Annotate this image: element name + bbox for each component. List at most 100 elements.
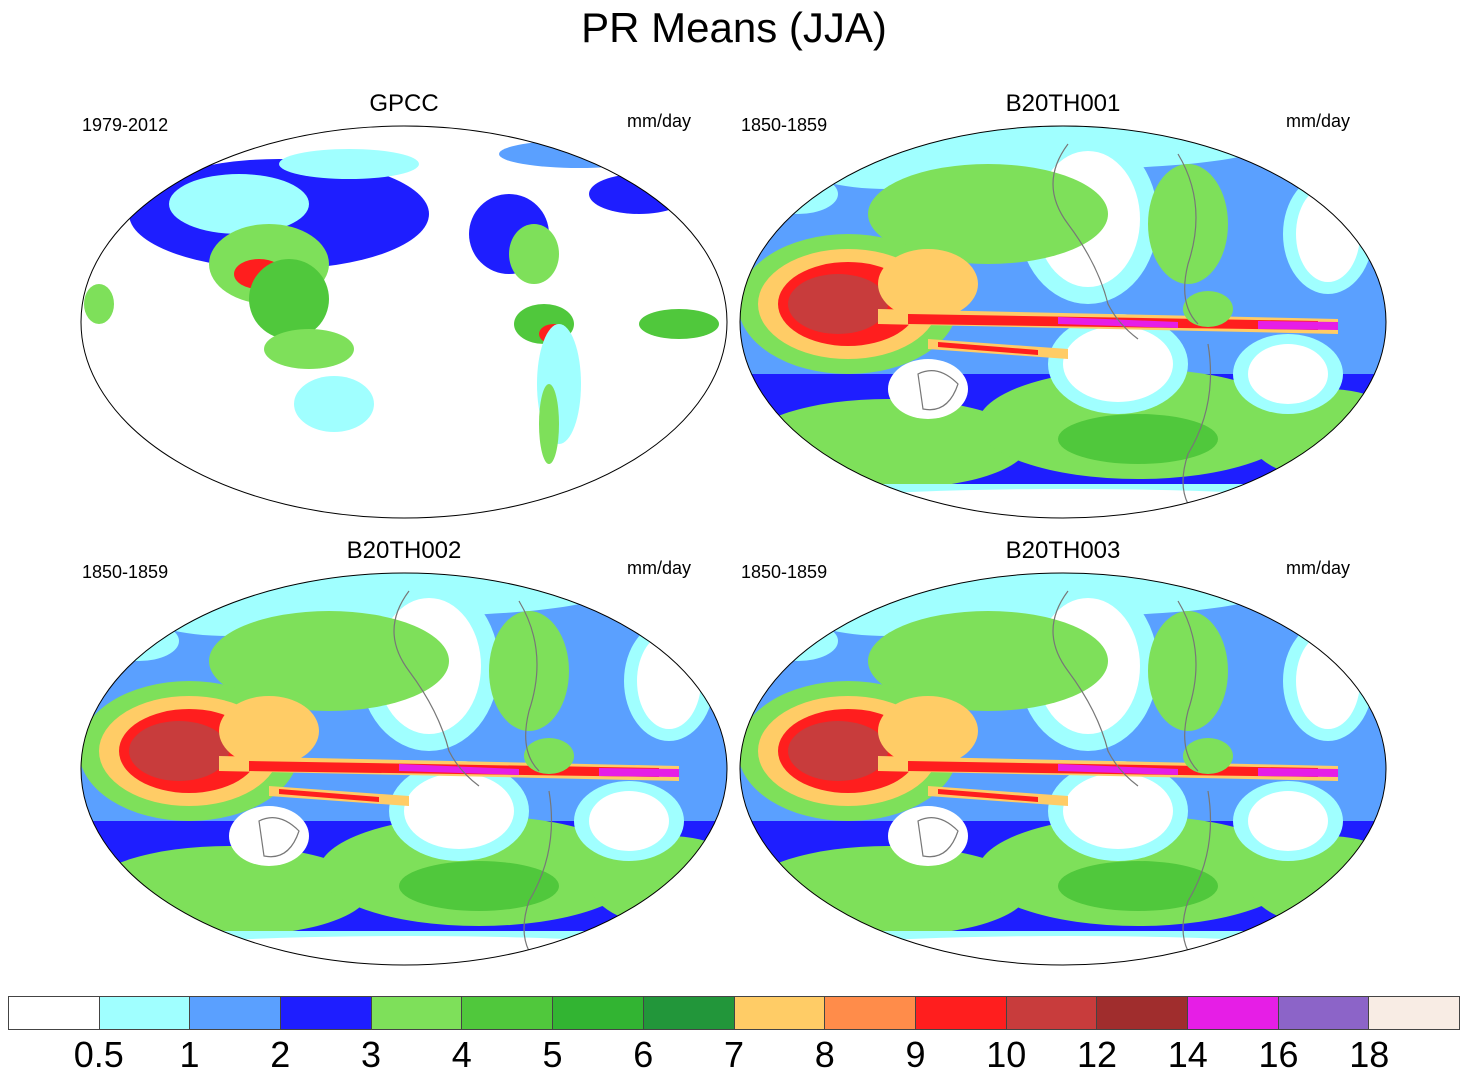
panel-units: mm/day xyxy=(1286,558,1351,578)
coastline xyxy=(1052,143,1139,340)
precip-region xyxy=(878,696,978,766)
panel-units: mm/day xyxy=(627,111,692,131)
precip-region xyxy=(1058,861,1218,911)
precip-map xyxy=(739,125,1387,519)
precip-map xyxy=(80,125,728,519)
precip-region xyxy=(99,621,179,661)
colorbar-box xyxy=(99,997,191,1029)
itcz-peak xyxy=(1258,768,1338,777)
precip-region xyxy=(1183,738,1233,774)
precip-region xyxy=(878,249,978,319)
precip-region xyxy=(888,806,968,866)
colorbar-tick-label: 2 xyxy=(270,1034,291,1075)
map-field xyxy=(740,573,1386,965)
precip-region xyxy=(209,611,449,711)
precip-map xyxy=(739,572,1387,966)
precip-region xyxy=(788,274,888,334)
colorbar-tick-label: 6 xyxy=(633,1034,654,1075)
precip-region xyxy=(509,224,559,284)
colorbar-box xyxy=(462,997,554,1029)
spcz-core xyxy=(938,342,1038,355)
panel-title: B20TH001 xyxy=(1005,90,1121,117)
colorbar-tick-label: 1 xyxy=(179,1034,200,1075)
itcz-peak xyxy=(1058,764,1178,775)
precip-region xyxy=(264,329,354,369)
panel-title: GPCC xyxy=(369,90,439,117)
precip-region xyxy=(279,149,419,179)
precip-region xyxy=(1063,326,1173,402)
coastline xyxy=(393,590,480,787)
colorbar xyxy=(8,996,1460,1030)
precip-region xyxy=(1248,344,1328,404)
colorbar-box xyxy=(9,997,100,1029)
precip-region xyxy=(1248,791,1328,851)
precip-region xyxy=(1148,611,1228,731)
coastline xyxy=(917,370,959,411)
itcz-peak xyxy=(399,764,519,775)
precip-region xyxy=(1296,633,1360,729)
map-border xyxy=(80,572,728,966)
precip-region xyxy=(129,721,229,781)
precip-region xyxy=(1148,164,1228,284)
precip-region xyxy=(768,936,1368,965)
colorbar-box xyxy=(1187,997,1279,1029)
colorbar-tick-label: 10 xyxy=(986,1034,1027,1075)
panel-b20th001: B20TH001 1850-1859 mm/day xyxy=(738,90,1388,519)
panel-period: 1850-1859 xyxy=(741,115,828,135)
precip-region xyxy=(249,259,329,339)
precip-region xyxy=(524,738,574,774)
precip-region xyxy=(219,696,319,766)
colorbar-box xyxy=(1369,997,1459,1029)
coastline xyxy=(523,790,553,952)
panel-title: B20TH002 xyxy=(346,537,462,564)
coastline xyxy=(258,817,300,858)
colorbar-box xyxy=(734,997,826,1029)
panel-units: mm/day xyxy=(627,558,692,578)
colorbar-box xyxy=(190,997,282,1029)
precip-region xyxy=(294,376,374,432)
colorbar-tick-label: 5 xyxy=(542,1034,563,1075)
panel-gpcc: GPCC 1979-2012 mm/day xyxy=(79,90,729,519)
precip-region xyxy=(768,489,1368,518)
panel-b20th003: B20TH003 1850-1859 mm/day xyxy=(738,537,1388,966)
precip-region xyxy=(399,861,559,911)
precip-region xyxy=(868,611,1108,711)
coastline xyxy=(1182,790,1212,952)
precip-region xyxy=(788,721,888,781)
colorbar-box xyxy=(371,997,463,1029)
precip-region xyxy=(1058,414,1218,464)
precip-region xyxy=(639,309,719,339)
coastline xyxy=(1177,153,1199,325)
colorbar-tick-label: 14 xyxy=(1167,1034,1208,1075)
colorbar-box xyxy=(1278,997,1370,1029)
colorbar-tick-label: 8 xyxy=(814,1034,835,1075)
colorbar-box xyxy=(1006,997,1098,1029)
precip-region xyxy=(499,140,659,168)
precip-region xyxy=(169,174,309,234)
precip-region xyxy=(489,611,569,731)
figure-title: PR Means (JJA) xyxy=(581,4,887,51)
colorbar-tick-label: 4 xyxy=(451,1034,472,1075)
precip-region xyxy=(1183,291,1233,327)
precip-region xyxy=(758,174,838,214)
precip-region xyxy=(404,773,514,849)
precip-region xyxy=(758,621,838,661)
itcz-peak xyxy=(1258,321,1338,330)
itcz-peak xyxy=(599,768,679,777)
precip-region xyxy=(109,936,709,965)
precip-region xyxy=(888,359,968,419)
colorbar-tick-label: 0.5 xyxy=(73,1034,124,1075)
precip-map xyxy=(80,572,728,966)
coastline xyxy=(1052,590,1139,787)
panel-units: mm/day xyxy=(1286,111,1351,131)
colorbar-tick-label: 12 xyxy=(1076,1034,1118,1075)
colorbar-tick-label: 3 xyxy=(360,1034,382,1075)
colorbar-tick-label: 18 xyxy=(1349,1034,1390,1075)
precip-region xyxy=(589,791,669,851)
precip-region xyxy=(868,164,1108,264)
precip-region xyxy=(1063,773,1173,849)
coastline xyxy=(1182,343,1212,505)
panel-title: B20TH003 xyxy=(1005,537,1121,564)
spcz-core xyxy=(938,789,1038,802)
colorbar-tick-label: 7 xyxy=(723,1034,745,1075)
